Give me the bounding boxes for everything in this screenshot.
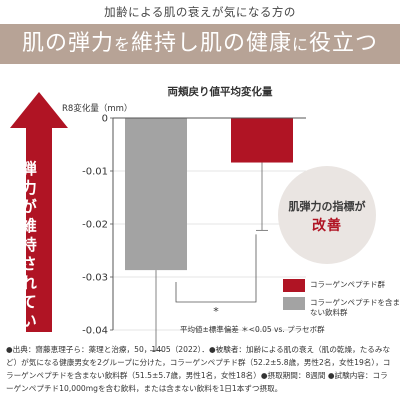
callout-line-2: 改善 (312, 218, 342, 234)
significance-mark: * (213, 305, 219, 318)
y-tick-label: 0 (102, 114, 108, 125)
headline-part-1: 肌の弾力 (21, 31, 114, 56)
footnote: ●出典：齋藤恵理子ら：薬理と治療，50，1405（2022）．●被験者：加齢によ… (6, 345, 391, 393)
legend-label-placebo: コラーゲンペプチドを含まない飲料群 (310, 298, 400, 317)
headline-banner: 肌の弾力を維持し肌の健康に役立つ (0, 24, 400, 64)
legend-swatch-placebo (283, 297, 305, 310)
chart-title: 両頬戻り値平均変化量 (167, 86, 273, 98)
legend-swatch-collagen (283, 279, 305, 292)
headline-part-3: 維持し肌の健康 (130, 31, 292, 56)
legend-label-collagen: コラーゲンペプチド群 (310, 280, 385, 289)
y-axis-label: R8変化量（mm） (62, 104, 133, 114)
arrow-label: 弾力が維持されている (21, 160, 37, 349)
bar-placebo (125, 118, 187, 271)
significance-bracket (175, 234, 257, 303)
y-tick-label: -0.01 (82, 167, 108, 178)
headline-text: 肌の弾力を維持し肌の健康に役立つ (0, 24, 400, 64)
headline-part-2: を (113, 35, 131, 54)
callout-line-1: 肌弾力の指標が (288, 200, 366, 213)
up-arrow-icon (10, 92, 68, 332)
y-tick-label: -0.03 (82, 273, 108, 284)
callout-bubble (278, 166, 376, 264)
headline-part-4: に (292, 35, 310, 54)
stat-note: 平均値±標準偏差 ＊<0.05 vs. プラセボ群 (180, 325, 325, 334)
subtitle-note: 加齢による肌の衰えが気になる方の (104, 5, 296, 19)
headline-part-5: 役立つ (309, 31, 379, 56)
bar-collagen (231, 118, 293, 163)
y-tick-label: -0.02 (82, 220, 108, 231)
y-tick-label: -0.04 (82, 326, 108, 337)
